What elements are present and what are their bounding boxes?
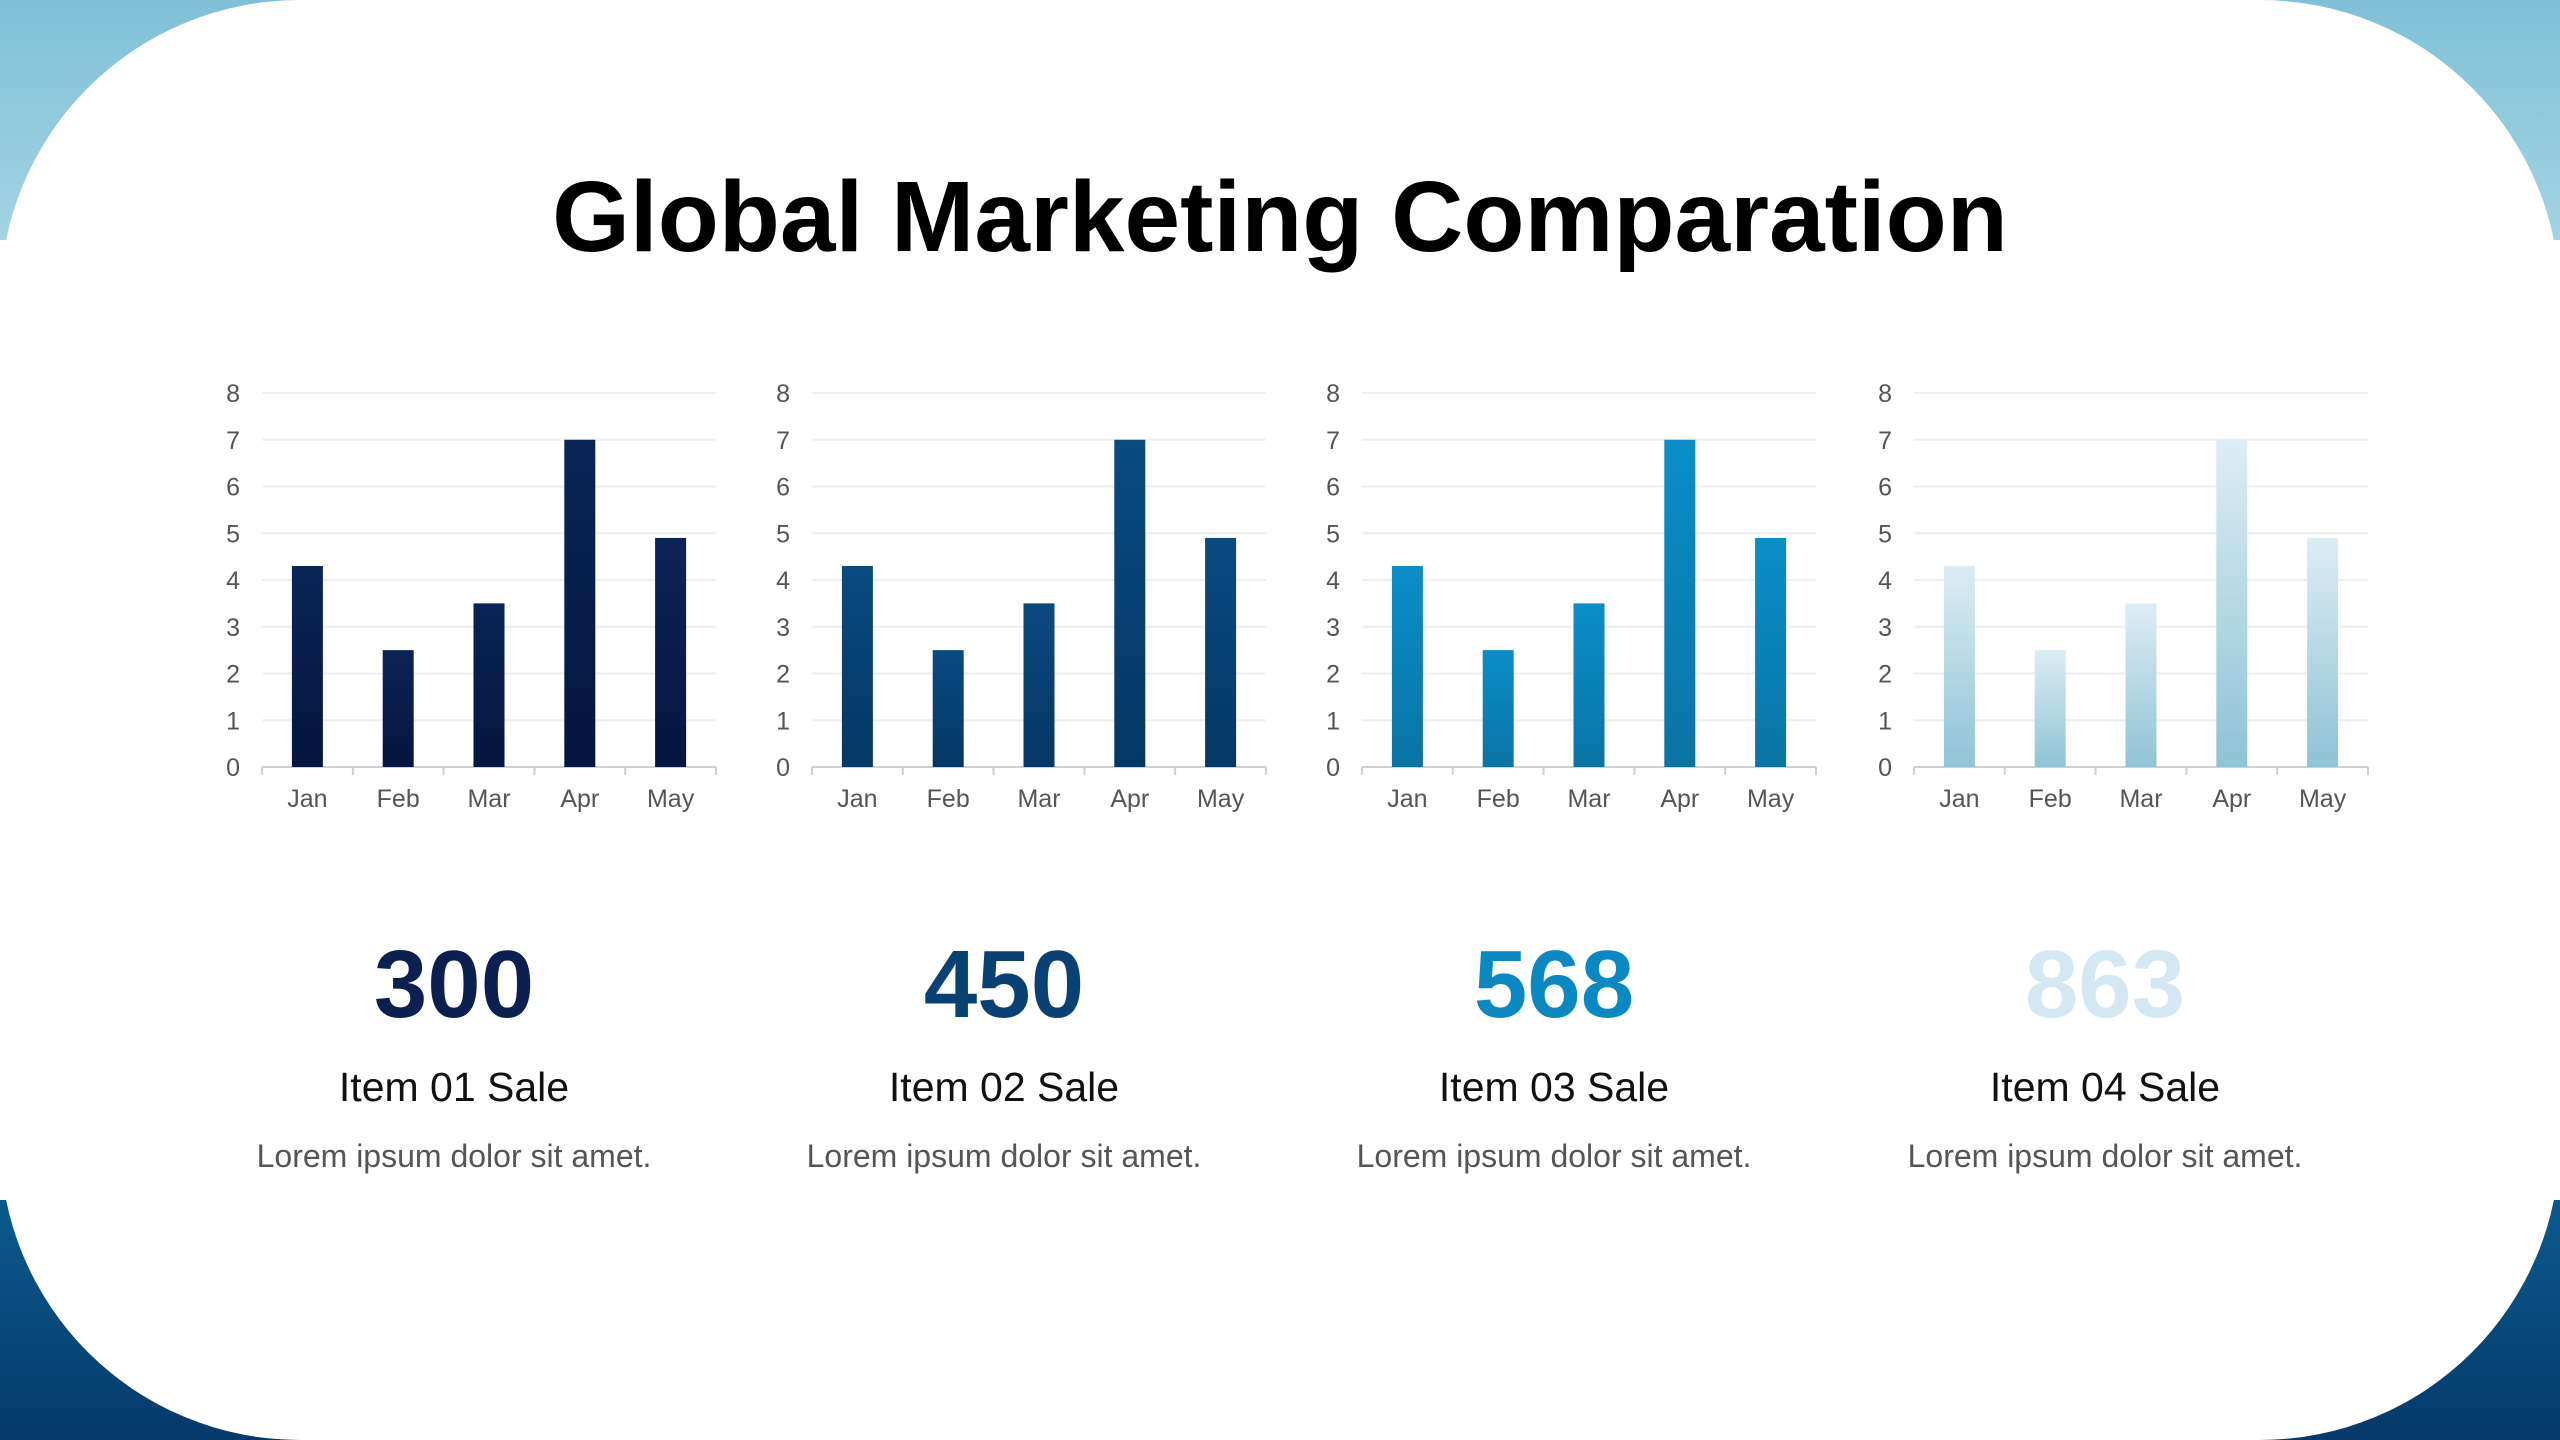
y-tick-label: 2 — [1326, 661, 1340, 689]
x-tick-label: Mar — [467, 785, 510, 813]
stat-description: Lorem ipsum dolor sit amet. — [1356, 1138, 1752, 1174]
x-tick-label: Feb — [2029, 785, 2072, 813]
x-tick-label: Feb — [1477, 785, 1520, 813]
bar-feb — [2034, 650, 2066, 767]
y-tick-label: 3 — [1878, 614, 1892, 642]
y-tick-label: 6 — [1326, 474, 1340, 502]
x-tick-label: May — [2299, 785, 2347, 813]
y-tick-label: 3 — [1326, 614, 1340, 642]
y-tick-label: 5 — [1878, 520, 1892, 548]
x-tick-label: Jan — [837, 785, 877, 813]
bar-mar — [1573, 603, 1605, 767]
x-tick-label: Apr — [560, 785, 599, 813]
y-tick-label: 1 — [776, 707, 790, 735]
y-tick-label: 8 — [1326, 380, 1340, 408]
x-tick-label: Feb — [377, 785, 420, 813]
x-tick-label: Jan — [1939, 785, 1979, 813]
stat-label: Item 02 Sale — [888, 1064, 1120, 1110]
bar-feb — [1482, 650, 1514, 767]
stat-description: Lorem ipsum dolor sit amet. — [256, 1138, 652, 1174]
bar-may — [1205, 537, 1237, 767]
y-tick-label: 2 — [1878, 661, 1892, 689]
x-tick-label: Apr — [2212, 785, 2251, 813]
y-tick-label: 1 — [226, 707, 240, 735]
stat-value: 568 — [1473, 931, 1635, 1038]
x-tick-label: Mar — [1567, 785, 1610, 813]
bar-jan — [1391, 565, 1423, 767]
y-tick-label: 7 — [776, 427, 790, 455]
stat-description: Lorem ipsum dolor sit amet. — [806, 1138, 1202, 1174]
bar-chart-4: 0 1 2 3 4 5 6 7 8 Jan Feb Mar Apr May — [1878, 380, 2369, 813]
stat-label: Item 04 Sale — [1989, 1064, 2221, 1110]
y-tick-label: 2 — [226, 661, 240, 689]
bar-chart-2: 0 1 2 3 4 5 6 7 8 Jan Feb Mar Apr May — [776, 380, 1267, 813]
y-tick-label: 7 — [226, 427, 240, 455]
bar-chart-1: 0 1 2 3 4 5 6 7 8 Jan Feb Mar Apr May — [226, 380, 717, 813]
x-tick-label: May — [647, 785, 695, 813]
x-tick-label: Feb — [927, 785, 970, 813]
y-tick-label: 6 — [776, 474, 790, 502]
y-tick-label: 5 — [226, 520, 240, 548]
page-title: Global Marketing Comparation — [552, 161, 2008, 273]
bar-feb — [382, 650, 414, 767]
y-tick-label: 4 — [1878, 567, 1892, 595]
x-tick-label: May — [1747, 785, 1795, 813]
bar-chart-3: 0 1 2 3 4 5 6 7 8 Jan Feb Mar Apr May — [1326, 380, 1817, 813]
y-tick-label: 3 — [776, 614, 790, 642]
x-tick-label: Mar — [2119, 785, 2162, 813]
y-tick-label: 0 — [1326, 754, 1340, 782]
y-tick-label: 1 — [1326, 707, 1340, 735]
bar-may — [2307, 537, 2339, 767]
y-tick-label: 8 — [1878, 380, 1892, 408]
stat-label: Item 01 Sale — [338, 1064, 570, 1110]
y-tick-label: 6 — [226, 474, 240, 502]
y-tick-label: 0 — [1878, 754, 1892, 782]
y-tick-label: 5 — [1326, 520, 1340, 548]
stat-label: Item 03 Sale — [1438, 1064, 1670, 1110]
y-tick-label: 4 — [1326, 567, 1340, 595]
y-tick-label: 6 — [1878, 474, 1892, 502]
x-tick-label: Jan — [287, 785, 327, 813]
bar-mar — [1023, 603, 1055, 767]
bar-apr — [1664, 439, 1696, 767]
bar-may — [1755, 537, 1787, 767]
stat-description: Lorem ipsum dolor sit amet. — [1907, 1138, 2303, 1174]
y-tick-label: 0 — [226, 754, 240, 782]
y-tick-label: 4 — [226, 567, 240, 595]
x-tick-label: Apr — [1660, 785, 1699, 813]
bar-mar — [473, 603, 505, 767]
y-tick-label: 8 — [776, 380, 790, 408]
y-tick-label: 5 — [776, 520, 790, 548]
y-tick-label: 7 — [1326, 427, 1340, 455]
y-tick-label: 1 — [1878, 707, 1892, 735]
bar-feb — [932, 650, 964, 767]
x-tick-label: May — [1197, 785, 1245, 813]
bar-apr — [564, 439, 596, 767]
stat-value: 863 — [2024, 931, 2186, 1038]
bar-jan — [291, 565, 323, 767]
y-tick-label: 8 — [226, 380, 240, 408]
x-tick-label: Jan — [1387, 785, 1427, 813]
stat-value: 300 — [373, 931, 535, 1038]
bar-apr — [2216, 439, 2248, 767]
y-tick-label: 3 — [226, 614, 240, 642]
y-tick-label: 2 — [776, 661, 790, 689]
bar-may — [655, 537, 687, 767]
x-tick-label: Apr — [1110, 785, 1149, 813]
bar-apr — [1114, 439, 1146, 767]
y-tick-label: 7 — [1878, 427, 1892, 455]
y-tick-label: 0 — [776, 754, 790, 782]
x-tick-label: Mar — [1017, 785, 1060, 813]
bar-jan — [1943, 565, 1975, 767]
stat-value: 450 — [923, 931, 1085, 1038]
bar-jan — [841, 565, 873, 767]
bar-mar — [2125, 603, 2157, 767]
y-tick-label: 4 — [776, 567, 790, 595]
